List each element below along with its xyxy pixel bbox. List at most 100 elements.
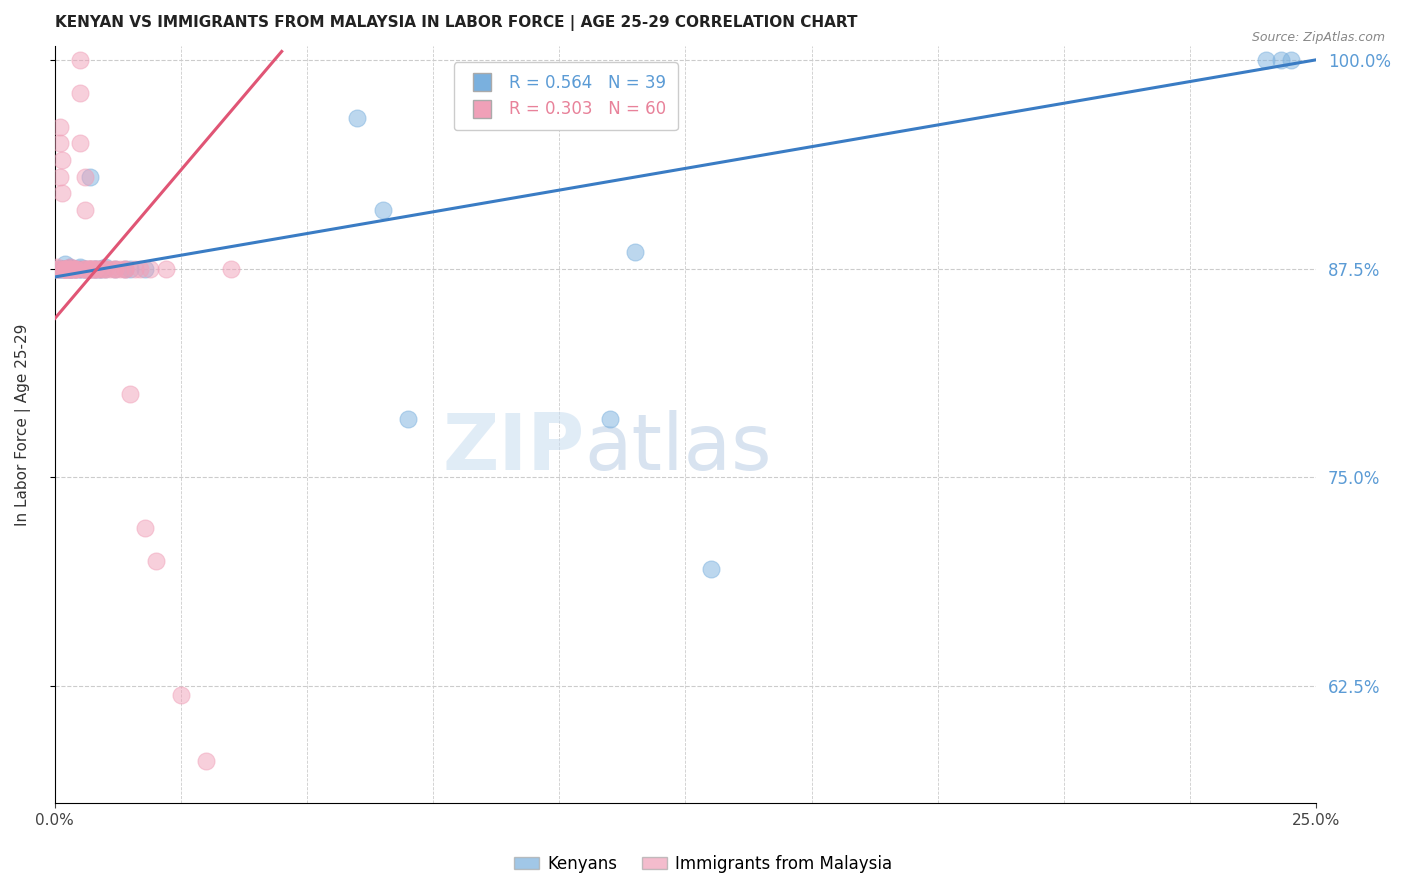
Point (219, 261, 242, 276)
Point (145, 554, 167, 568)
Point (45, 261, 67, 276)
Point (84, 261, 107, 276)
Point (134, 520, 156, 534)
Point (48, 136, 70, 151)
Point (73, 261, 96, 276)
Point (94, 260, 117, 274)
Point (73, 261, 96, 276)
Point (63, 261, 86, 276)
Point (139, 261, 162, 276)
Point (1270, 53, 1292, 67)
Point (79, 169, 101, 184)
Legend: R = 0.564   N = 39, R = 0.303   N = 60: R = 0.564 N = 39, R = 0.303 N = 60 (454, 62, 678, 130)
Point (48, 261, 70, 276)
Point (195, 755, 218, 769)
Point (89, 261, 111, 276)
Point (59, 261, 82, 276)
Point (84, 261, 107, 276)
Text: KENYAN VS IMMIGRANTS FROM MALAYSIA IN LABOR FORCE | AGE 25-29 CORRELATION CHART: KENYAN VS IMMIGRANTS FROM MALAYSIA IN LA… (55, 15, 858, 31)
Point (53, 261, 76, 276)
Point (79, 261, 101, 276)
Point (396, 412, 419, 426)
Point (84, 261, 107, 276)
Point (69, 136, 91, 151)
Point (73, 203, 96, 218)
Point (170, 688, 193, 702)
Point (53, 261, 76, 276)
Point (59, 261, 82, 276)
Point (63, 261, 86, 276)
Point (98, 261, 121, 276)
Point (104, 261, 127, 276)
Point (346, 112, 368, 126)
Point (155, 261, 177, 276)
Point (89, 261, 111, 276)
Point (114, 261, 136, 276)
Point (79, 261, 101, 276)
Point (63, 261, 86, 276)
Point (59, 261, 82, 276)
Y-axis label: In Labor Force | Age 25-29: In Labor Force | Age 25-29 (15, 324, 31, 526)
Point (599, 412, 621, 426)
Point (69, 87, 91, 101)
Point (51, 261, 73, 276)
Point (59, 261, 82, 276)
Point (48, 261, 70, 276)
Point (79, 261, 101, 276)
Point (51, 153, 73, 167)
Point (69, 260, 91, 274)
Text: ZIP: ZIP (443, 409, 585, 485)
Point (94, 261, 117, 276)
Text: Source: ZipAtlas.com: Source: ZipAtlas.com (1251, 31, 1385, 45)
Point (59, 261, 82, 276)
Point (134, 261, 156, 276)
Point (73, 169, 96, 184)
Point (120, 387, 142, 401)
Point (59, 260, 82, 274)
Point (48, 261, 70, 276)
Point (73, 261, 96, 276)
Point (63, 261, 86, 276)
Point (69, 261, 91, 276)
Point (59, 261, 82, 276)
Point (53, 261, 76, 276)
Point (79, 261, 101, 276)
Point (53, 261, 76, 276)
Point (53, 261, 76, 276)
Point (89, 261, 111, 276)
Point (94, 261, 117, 276)
Point (53, 261, 76, 276)
Point (46, 260, 69, 274)
Point (104, 261, 127, 276)
Point (73, 261, 96, 276)
Point (1254, 53, 1277, 67)
Legend: Kenyans, Immigrants from Malaysia: Kenyans, Immigrants from Malaysia (508, 848, 898, 880)
Point (104, 261, 127, 276)
Point (624, 244, 647, 259)
Point (63, 261, 86, 276)
Point (59, 260, 82, 274)
Point (84, 261, 107, 276)
Point (1279, 53, 1302, 67)
Point (63, 261, 86, 276)
Point (53, 261, 76, 276)
Point (110, 261, 132, 276)
Point (120, 261, 142, 276)
Point (69, 53, 91, 67)
Point (89, 261, 111, 276)
Point (51, 186, 73, 201)
Point (94, 261, 117, 276)
Point (699, 562, 721, 576)
Point (371, 203, 394, 218)
Point (48, 169, 70, 184)
Point (124, 261, 146, 276)
Text: atlas: atlas (585, 409, 772, 485)
Point (59, 261, 82, 276)
Point (79, 261, 101, 276)
Point (46, 261, 69, 276)
Point (129, 261, 152, 276)
Point (114, 261, 136, 276)
Point (46, 261, 69, 276)
Point (84, 261, 107, 276)
Point (114, 261, 136, 276)
